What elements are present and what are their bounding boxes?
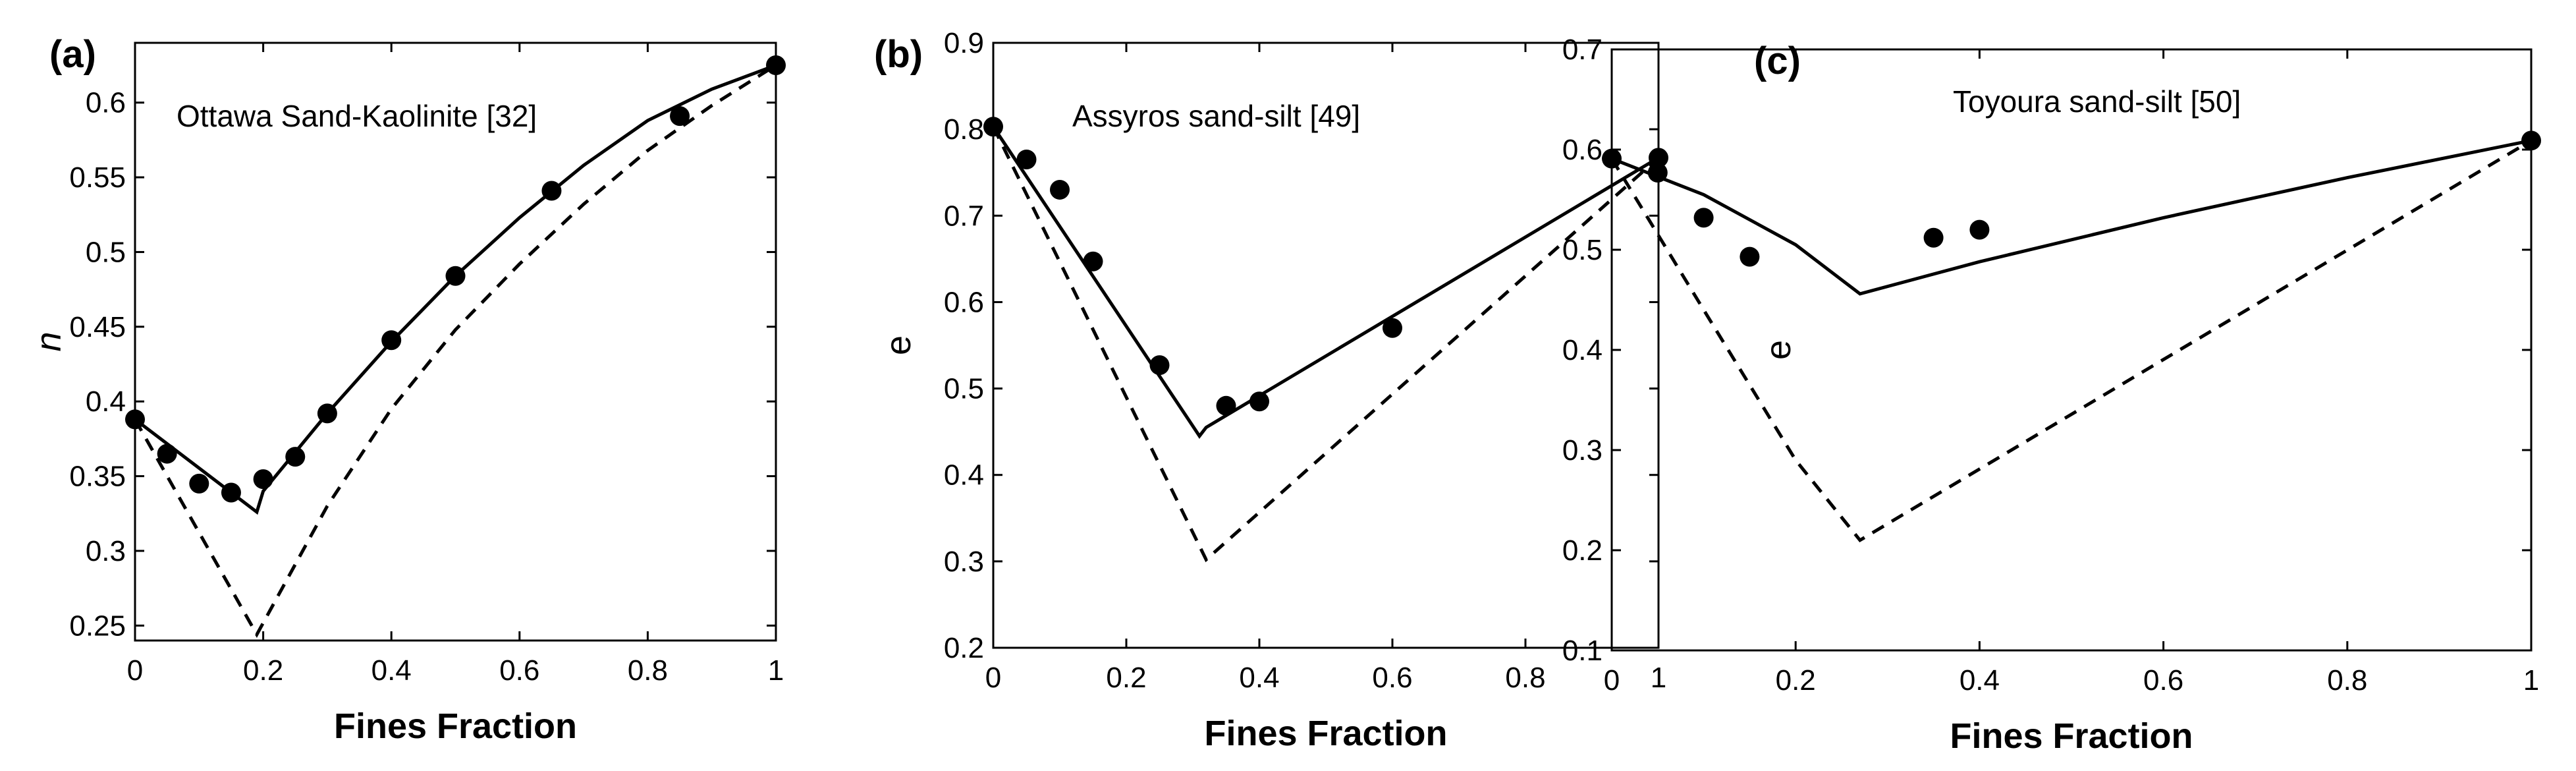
dataset-annotation: Assyros sand-silt [49] [1072, 99, 1360, 133]
solid-series-line [991, 125, 1660, 439]
y-tick-label: 0.8 [944, 113, 984, 146]
plot-frame-c [1610, 48, 2533, 652]
x-tick-label: 1 [1651, 662, 1666, 694]
plot-frame-b [992, 42, 1660, 649]
x-tick-label: 0.6 [1372, 662, 1412, 694]
y-tick-label: 0.35 [69, 461, 126, 493]
y-tick-label: 0.6 [86, 87, 126, 119]
x-tick-label: 0.4 [1959, 664, 2000, 697]
data-point [670, 106, 690, 127]
y-tick-label: 0.55 [69, 161, 126, 194]
y-tick-label: 0.4 [1562, 334, 1603, 366]
y-tick-label: 0.9 [944, 27, 984, 59]
x-tick-label: 0 [1604, 664, 1620, 697]
y-tick-label: 0.3 [944, 546, 984, 578]
y-tick-label: 0.5 [86, 236, 126, 268]
data-point [1050, 179, 1070, 200]
x-axis-label: Fines Fraction [1950, 716, 2193, 756]
x-tick-label: 0.4 [371, 654, 412, 687]
y-tick-label: 0.4 [86, 386, 126, 418]
x-axis-label: Fines Fraction [334, 706, 577, 746]
x-tick-label: 0 [985, 662, 1001, 694]
x-tick-label: 0.8 [2327, 664, 2367, 697]
plot-frame-a [134, 42, 777, 642]
solid-series-line [1611, 138, 2532, 296]
data-point [253, 469, 273, 490]
y-tick-label: 0.7 [944, 200, 984, 232]
panel-c: 0 0.2 0.4 0.6 0.8 1 0.1 0.2 0.3 0.4 0.5 0.6 0.7 Fines… [1562, 34, 2541, 756]
y-tick-label: 0.7 [1562, 34, 1603, 66]
data-point [1969, 219, 1990, 240]
y-tick-label: 0.1 [1562, 635, 1603, 667]
x-tick-label: 1 [2523, 664, 2539, 697]
x-tick-label: 0.8 [628, 654, 668, 687]
x-tick-label: 0.2 [243, 654, 283, 687]
data-point [189, 473, 209, 494]
panel-label: (a) [49, 33, 96, 76]
panel-b: 0 0.2 0.4 0.6 0.8 10.20.30.40.50.60.70.80.9Fi… [874, 27, 1668, 753]
data-point [1740, 246, 1760, 267]
x-tick-label: 0.8 [1505, 662, 1545, 694]
x-tick-label: 0.6 [499, 654, 539, 687]
y-tick-label: 0.6 [944, 286, 984, 318]
y-axis-label: e [1759, 340, 1798, 360]
dataset-annotation: Toyoura sand-silt [50] [1953, 84, 2241, 119]
y-tick-label: 0.25 [69, 610, 126, 642]
data-point [1383, 318, 1402, 338]
x-tick-label: 0.4 [1239, 662, 1279, 694]
data-point [285, 447, 306, 467]
y-tick-label: 0.3 [1562, 434, 1603, 467]
y-tick-label: 0.4 [944, 459, 984, 492]
x-tick-label: 1 [768, 654, 784, 687]
y-tick-label: 0.45 [69, 311, 126, 343]
dashed-series-line [991, 126, 1660, 563]
data-point [1693, 208, 1714, 228]
data-point [1016, 150, 1037, 170]
x-axis-label: Fines Fraction [1204, 714, 1447, 753]
y-tick-label: 0.5 [1562, 234, 1603, 266]
x-tick-label: 0 [127, 654, 143, 687]
panel-label: (b) [874, 33, 923, 76]
solid-series-line [134, 63, 777, 515]
x-tick-label: 0.6 [2143, 664, 2183, 697]
data-point [1923, 227, 1944, 248]
data-point [1249, 391, 1269, 412]
y-tick-label: 0.3 [86, 535, 126, 567]
y-tick-label: 0.5 [944, 373, 984, 405]
y-tick-label: 0.6 [1562, 134, 1603, 166]
x-tick-label: 0.2 [1776, 664, 1816, 697]
dashed-series-line [1610, 139, 2533, 543]
x-tick-label: 0.2 [1106, 662, 1146, 694]
y-axis-label: n [29, 331, 69, 351]
dashed-series-line [133, 63, 777, 639]
y-tick-label: 0.2 [1562, 534, 1603, 567]
dataset-annotation: Ottawa Sand-Kaolinite [32] [177, 99, 537, 133]
y-tick-label: 0.2 [944, 632, 984, 664]
data-point [1602, 148, 1622, 169]
panel-a: 0 0.2 0.4 0.6 0.8 1 0.25 0.3 0.35 0.4 0.45 0.5 0.55 0… [29, 33, 786, 746]
panel-label: (c) [1754, 40, 1801, 82]
y-axis-label: e [879, 335, 918, 355]
